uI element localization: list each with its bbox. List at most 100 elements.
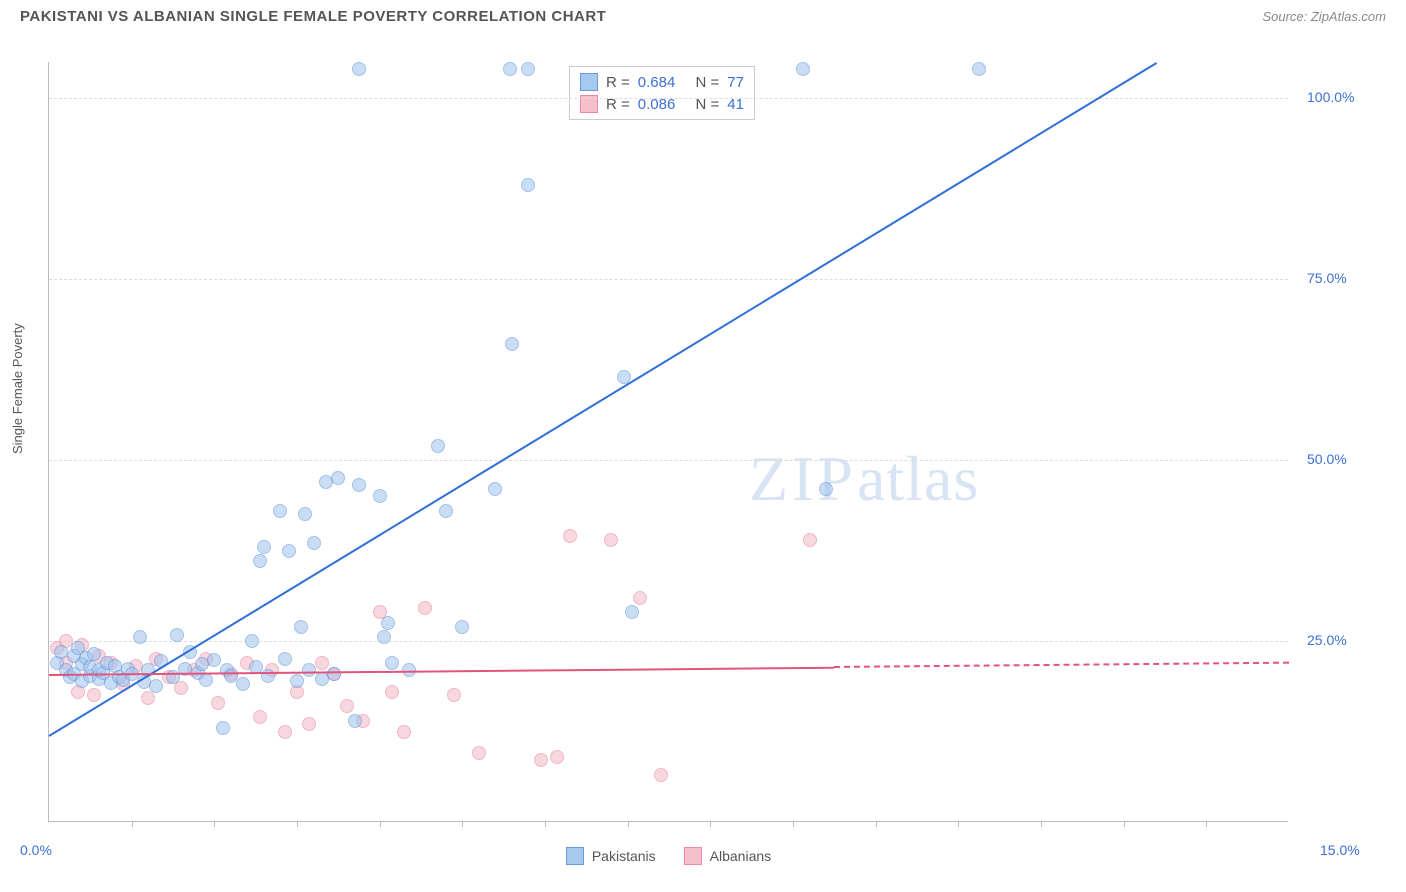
pakistanis-point bbox=[290, 674, 304, 688]
x-tick bbox=[1206, 821, 1207, 827]
albanians-point bbox=[418, 601, 432, 615]
albanians-point bbox=[604, 533, 618, 547]
y-tick-label: 25.0% bbox=[1307, 632, 1347, 648]
x-tick bbox=[628, 821, 629, 827]
albanians-point bbox=[447, 688, 461, 702]
pakistanis-point bbox=[133, 630, 147, 644]
y-tick-label: 50.0% bbox=[1307, 451, 1347, 467]
pakistanis-point bbox=[273, 504, 287, 518]
scatter-plot: ZIPatlas R = 0.684 N = 77 R = 0.086 N = … bbox=[48, 62, 1288, 822]
albanians-point bbox=[87, 688, 101, 702]
watermark: ZIPatlas bbox=[749, 442, 979, 516]
source-prefix: Source: bbox=[1262, 9, 1310, 24]
r-value-pakistanis: 0.684 bbox=[638, 74, 676, 91]
x-tick bbox=[545, 821, 546, 827]
x-tick bbox=[958, 821, 959, 827]
regression-dash-albanians bbox=[834, 662, 1289, 668]
pakistanis-point bbox=[331, 471, 345, 485]
albanians-point bbox=[302, 717, 316, 731]
pakistanis-point bbox=[278, 652, 292, 666]
pakistanis-point bbox=[216, 721, 230, 735]
albanians-point bbox=[534, 753, 548, 767]
x-tick bbox=[710, 821, 711, 827]
pakistanis-point bbox=[298, 507, 312, 521]
swatch-pakistanis-icon bbox=[566, 847, 584, 865]
albanians-point bbox=[253, 710, 267, 724]
x-tick bbox=[1124, 821, 1125, 827]
pakistanis-point bbox=[348, 714, 362, 728]
pakistanis-point bbox=[455, 620, 469, 634]
n-value-pakistanis: 77 bbox=[727, 74, 744, 91]
y-axis-label: Single Female Poverty bbox=[10, 323, 25, 454]
legend-item-pakistanis: Pakistanis bbox=[566, 847, 656, 865]
albanians-point bbox=[211, 696, 225, 710]
pakistanis-point bbox=[377, 630, 391, 644]
chart-source: Source: ZipAtlas.com bbox=[1262, 9, 1386, 24]
r-label: R = bbox=[606, 74, 630, 91]
pakistanis-point bbox=[352, 62, 366, 76]
pakistanis-point bbox=[505, 337, 519, 351]
pakistanis-point bbox=[439, 504, 453, 518]
gridline bbox=[49, 641, 1288, 642]
pakistanis-point bbox=[294, 620, 308, 634]
pakistanis-point bbox=[819, 482, 833, 496]
pakistanis-point bbox=[381, 616, 395, 630]
n-label: N = bbox=[695, 74, 719, 91]
legend-label-albanians: Albanians bbox=[710, 848, 772, 864]
gridline bbox=[49, 279, 1288, 280]
legend-row-albanians: R = 0.086 N = 41 bbox=[580, 93, 744, 115]
albanians-point bbox=[315, 656, 329, 670]
albanians-point bbox=[633, 591, 647, 605]
chart-area: Single Female Poverty ZIPatlas R = 0.684… bbox=[0, 34, 1406, 892]
legend-series: Pakistanis Albanians bbox=[49, 847, 1288, 865]
pakistanis-point bbox=[257, 540, 271, 554]
pakistanis-point bbox=[236, 677, 250, 691]
pakistanis-point bbox=[796, 62, 810, 76]
albanians-point bbox=[803, 533, 817, 547]
albanians-point bbox=[550, 750, 564, 764]
albanians-point bbox=[385, 685, 399, 699]
pakistanis-point bbox=[245, 634, 259, 648]
albanians-point bbox=[563, 529, 577, 543]
swatch-pakistanis-icon bbox=[580, 73, 598, 91]
pakistanis-point bbox=[625, 605, 639, 619]
pakistanis-point bbox=[282, 544, 296, 558]
albanians-point bbox=[654, 768, 668, 782]
pakistanis-point bbox=[170, 628, 184, 642]
x-tick bbox=[214, 821, 215, 827]
legend-item-albanians: Albanians bbox=[684, 847, 772, 865]
pakistanis-point bbox=[385, 656, 399, 670]
x-tick bbox=[380, 821, 381, 827]
legend-row-pakistanis: R = 0.684 N = 77 bbox=[580, 71, 744, 93]
pakistanis-point bbox=[224, 669, 238, 683]
y-tick-label: 75.0% bbox=[1307, 270, 1347, 286]
pakistanis-point bbox=[352, 478, 366, 492]
watermark-atlas: atlas bbox=[857, 443, 979, 514]
pakistanis-point bbox=[149, 679, 163, 693]
pakistanis-point bbox=[207, 653, 221, 667]
pakistanis-point bbox=[972, 62, 986, 76]
x-tick bbox=[132, 821, 133, 827]
pakistanis-point bbox=[521, 62, 535, 76]
gridline bbox=[49, 460, 1288, 461]
source-name: ZipAtlas.com bbox=[1311, 9, 1386, 24]
pakistanis-point bbox=[302, 663, 316, 677]
albanians-point bbox=[278, 725, 292, 739]
pakistanis-point bbox=[327, 667, 341, 681]
swatch-albanians-icon bbox=[684, 847, 702, 865]
chart-header: PAKISTANI VS ALBANIAN SINGLE FEMALE POVE… bbox=[0, 0, 1406, 29]
gridline bbox=[49, 98, 1288, 99]
pakistanis-point bbox=[261, 669, 275, 683]
x-axis-right-label: 15.0% bbox=[1320, 842, 1360, 858]
x-axis-left-label: 0.0% bbox=[20, 842, 52, 858]
pakistanis-point bbox=[253, 554, 267, 568]
regression-line-pakistanis bbox=[48, 62, 1157, 737]
albanians-point bbox=[141, 691, 155, 705]
watermark-zip: ZIP bbox=[749, 443, 857, 514]
x-tick bbox=[297, 821, 298, 827]
y-tick-label: 100.0% bbox=[1307, 89, 1354, 105]
albanians-point bbox=[472, 746, 486, 760]
pakistanis-point bbox=[307, 536, 321, 550]
pakistanis-point bbox=[87, 647, 101, 661]
x-tick bbox=[1041, 821, 1042, 827]
